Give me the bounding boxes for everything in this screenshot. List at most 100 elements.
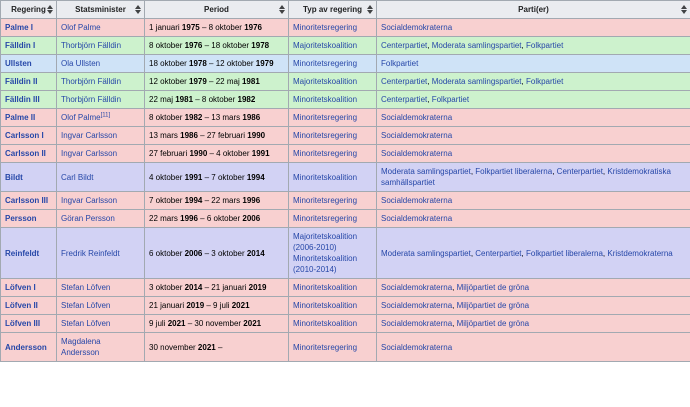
period-text[interactable]: 18 oktober 1978 – 12 oktober 1979 [149, 59, 274, 68]
government-link[interactable]: Persson [5, 214, 37, 223]
party-link[interactable]: Moderata samlingspartiet [381, 167, 471, 176]
period-text[interactable]: 12 oktober 1979 – 22 maj 1981 [149, 77, 260, 86]
minister-link[interactable]: Carl Bildt [61, 172, 94, 182]
minister-link[interactable]: Ola Ullsten [61, 59, 101, 68]
government-type-link[interactable]: Minoritetsregering [293, 59, 358, 68]
government-type-link[interactable]: Minoritetskoalition [293, 319, 358, 328]
government-type-link[interactable]: Minoritetskoalition [293, 283, 358, 292]
sort-icon[interactable] [367, 4, 373, 14]
government-type-link[interactable]: Majoritetskoalition [293, 41, 358, 50]
party-link[interactable]: Centerpartiet [381, 95, 428, 104]
minister-link[interactable]: Göran Persson [61, 214, 115, 223]
party-link[interactable]: Folkpartiet liberalerna [525, 248, 603, 258]
government-link[interactable]: Bildt [5, 172, 23, 182]
party-link[interactable]: Moderata samlingspartiet [381, 248, 471, 258]
period-text[interactable]: 7 oktober 1994 – 22 mars 1996 [149, 196, 261, 205]
government-type-link[interactable]: Minoritetskoalition (2010-2014) [293, 254, 358, 274]
sort-icon[interactable] [135, 4, 141, 14]
sort-icon[interactable] [47, 4, 53, 14]
party-link[interactable]: Folkpartiet [525, 77, 564, 86]
column-header-partier[interactable]: Parti(er) [376, 0, 690, 19]
minister-link[interactable]: Olof Palme [61, 23, 101, 32]
minister-link[interactable]: Stefan Löfven [61, 319, 111, 328]
minister-link[interactable]: Olof Palme [61, 113, 101, 122]
minister-link[interactable]: Thorbjörn Fälldin [61, 77, 122, 86]
minister-link[interactable]: Ingvar Carlsson [61, 131, 118, 140]
government-link[interactable]: Andersson [5, 342, 47, 352]
sort-icon[interactable] [681, 4, 687, 14]
party-link[interactable]: Kristdemokratiska samhällspartiet [381, 167, 671, 187]
government-type-link[interactable]: Minoritetskoalition [293, 301, 358, 310]
party-link[interactable]: Socialdemokraterna [381, 196, 453, 205]
government-link[interactable]: Reinfeldt [5, 248, 40, 258]
party-link[interactable]: Kristdemokraterna [607, 248, 673, 258]
party-link[interactable]: Centerpartiet [475, 248, 522, 258]
period-text[interactable]: 9 juli 2021 – 30 november 2021 [149, 319, 262, 328]
party-link[interactable]: Centerpartiet [556, 167, 603, 176]
party-link[interactable]: Miljöpartiet de gröna [456, 319, 530, 328]
column-header-regering[interactable]: Regering [0, 0, 57, 19]
government-link[interactable]: Carlsson I [5, 131, 44, 140]
period-text[interactable]: 30 november 2021 – [149, 342, 223, 352]
minister-link[interactable]: Ingvar Carlsson [61, 196, 118, 205]
government-type-link[interactable]: Minoritetsregering [293, 342, 358, 352]
period-text[interactable]: 22 mars 1996 – 6 oktober 2006 [149, 214, 261, 223]
party-link[interactable]: Socialdemokraterna [381, 301, 453, 310]
minister-link[interactable]: Stefan Löfven [61, 301, 111, 310]
government-type-link[interactable]: Minoritetskoalition [293, 95, 358, 104]
minister-link[interactable]: Magdalena Andersson [61, 337, 101, 357]
party-link[interactable]: Socialdemokraterna [381, 23, 453, 32]
government-link[interactable]: Fälldin I [5, 41, 36, 50]
government-link[interactable]: Ullsten [5, 59, 32, 68]
government-type-link[interactable]: Minoritetsregering [293, 113, 358, 122]
period-text[interactable]: 22 maj 1981 – 8 oktober 1982 [149, 95, 256, 104]
party-link[interactable]: Socialdemokraterna [381, 214, 453, 223]
government-link[interactable]: Löfven III [5, 319, 41, 328]
party-link[interactable]: Folkpartiet liberalerna [475, 167, 553, 176]
government-link[interactable]: Fälldin II [5, 77, 38, 86]
government-type-link[interactable]: Minoritetskoalition [293, 172, 358, 182]
party-link[interactable]: Moderata samlingspartiet [431, 77, 522, 86]
government-type-link[interactable]: Minoritetsregering [293, 23, 358, 32]
period-text[interactable]: 8 oktober 1976 – 18 oktober 1978 [149, 41, 270, 50]
column-header-statsminister[interactable]: Statsminister [56, 0, 145, 19]
government-link[interactable]: Carlsson II [5, 149, 46, 158]
party-link[interactable]: Centerpartiet [381, 41, 428, 50]
period-text[interactable]: 13 mars 1986 – 27 februari 1990 [149, 131, 266, 140]
period-text[interactable]: 6 oktober 2006 – 3 oktober 2014 [149, 248, 265, 258]
party-link[interactable]: Socialdemokraterna [381, 131, 453, 140]
footnote-ref[interactable]: [11] [100, 112, 111, 119]
column-header-typ-av-regering[interactable]: Typ av regering [288, 0, 377, 19]
period-text[interactable]: 3 oktober 2014 – 21 januari 2019 [149, 283, 267, 292]
minister-link[interactable]: Thorbjörn Fälldin [61, 95, 122, 104]
party-link[interactable]: Socialdemokraterna [381, 319, 453, 328]
minister-link[interactable]: Fredrik Reinfeldt [61, 248, 120, 258]
government-type-link[interactable]: Minoritetsregering [293, 149, 358, 158]
government-type-link[interactable]: Minoritetsregering [293, 214, 358, 223]
government-link[interactable]: Löfven II [5, 301, 38, 310]
period-text[interactable]: 21 januari 2019 – 9 juli 2021 [149, 301, 250, 310]
party-link[interactable]: Socialdemokraterna [381, 342, 453, 352]
party-link[interactable]: Socialdemokraterna [381, 149, 453, 158]
government-link[interactable]: Löfven I [5, 283, 36, 292]
party-link[interactable]: Socialdemokraterna [381, 283, 453, 292]
minister-link[interactable]: Thorbjörn Fälldin [61, 41, 122, 50]
minister-link[interactable]: Stefan Löfven [61, 283, 111, 292]
party-link[interactable]: Moderata samlingspartiet [431, 41, 522, 50]
government-type-link[interactable]: Majoritetskoalition [293, 77, 358, 86]
sort-icon[interactable] [279, 4, 285, 14]
party-link[interactable]: Miljöpartiet de gröna [456, 283, 530, 292]
government-type-link[interactable]: Majoritetskoalition (2006-2010) [293, 232, 358, 252]
party-link[interactable]: Centerpartiet [381, 77, 428, 86]
government-link[interactable]: Palme II [5, 113, 36, 122]
party-link[interactable]: Socialdemokraterna [381, 113, 453, 122]
government-link[interactable]: Fälldin III [5, 95, 40, 104]
column-header-period[interactable]: Period [144, 0, 289, 19]
party-link[interactable]: Folkpartiet [381, 59, 419, 68]
period-text[interactable]: 1 januari 1975 – 8 oktober 1976 [149, 23, 262, 32]
government-type-link[interactable]: Minoritetsregering [293, 196, 358, 205]
party-link[interactable]: Folkpartiet [525, 41, 564, 50]
period-text[interactable]: 27 februari 1990 – 4 oktober 1991 [149, 149, 270, 158]
party-link[interactable]: Miljöpartiet de gröna [456, 301, 530, 310]
minister-link[interactable]: Ingvar Carlsson [61, 149, 118, 158]
